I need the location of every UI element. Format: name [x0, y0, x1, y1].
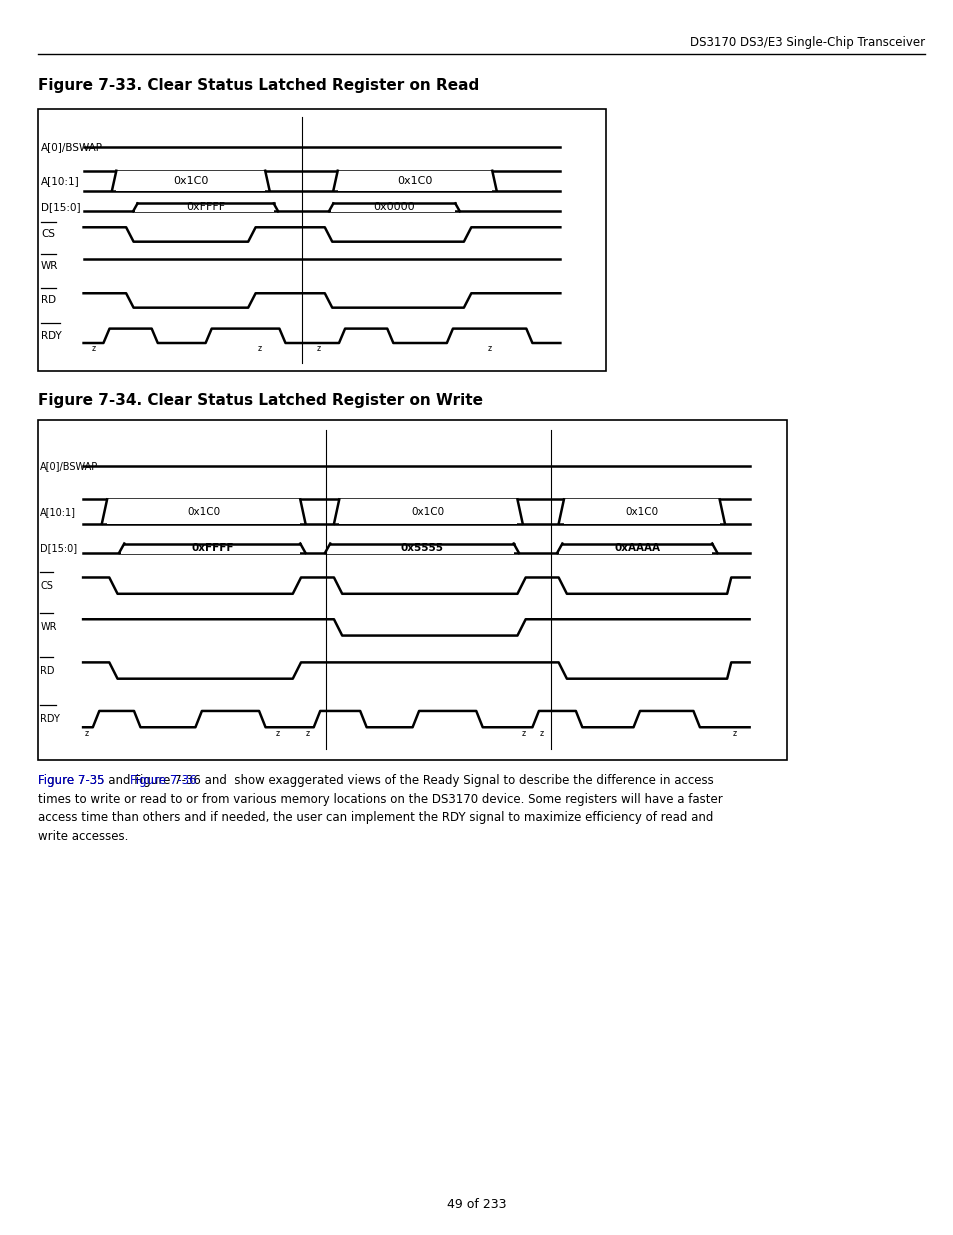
Text: z: z: [521, 730, 525, 739]
Bar: [107, 499, 300, 524]
Text: 0x1C0: 0x1C0: [396, 175, 433, 185]
Text: z: z: [85, 730, 89, 739]
Text: 0x1C0: 0x1C0: [172, 175, 209, 185]
Text: RD: RD: [41, 295, 56, 305]
Bar: [38, 420, 786, 760]
Bar: [337, 170, 492, 190]
Text: 0x1C0: 0x1C0: [187, 506, 220, 516]
Bar: [339, 499, 517, 524]
Text: RDY: RDY: [40, 714, 60, 724]
Text: RDY: RDY: [41, 331, 62, 341]
Text: 0xAAAA: 0xAAAA: [614, 543, 659, 553]
Text: A[0]/BSWAP: A[0]/BSWAP: [41, 142, 103, 152]
Text: WR: WR: [41, 262, 58, 272]
Text: z: z: [305, 730, 310, 739]
Text: Figure 7-33. Clear Status Latched Register on Read: Figure 7-33. Clear Status Latched Regist…: [38, 78, 479, 93]
Text: RD: RD: [40, 666, 55, 676]
Text: 0xFFFF: 0xFFFF: [186, 203, 225, 212]
Bar: [38, 109, 605, 370]
Text: z: z: [316, 345, 321, 353]
Text: Figure 7-34. Clear Status Latched Register on Write: Figure 7-34. Clear Status Latched Regist…: [38, 393, 482, 408]
Bar: [121, 543, 300, 555]
Bar: [331, 204, 455, 212]
Text: Figure 7-35 and Figure 7-36 and  show exaggerated views of the Ready Signal to d: Figure 7-35 and Figure 7-36 and show exa…: [38, 774, 722, 842]
Text: z: z: [257, 345, 261, 353]
Text: A[10:1]: A[10:1]: [40, 506, 76, 516]
Text: 49 of 233: 49 of 233: [447, 1198, 506, 1210]
Text: 0x1C0: 0x1C0: [624, 506, 658, 516]
Text: CS: CS: [40, 580, 53, 590]
Text: 0xFFFF: 0xFFFF: [191, 543, 233, 553]
Text: Figure 7-36: Figure 7-36: [130, 774, 196, 788]
Text: 0x0000: 0x0000: [374, 203, 415, 212]
Text: A[0]/BSWAP: A[0]/BSWAP: [40, 461, 98, 471]
Text: z: z: [487, 345, 491, 353]
Text: CS: CS: [41, 230, 55, 240]
Text: D[15:0]: D[15:0]: [40, 543, 77, 553]
Bar: [558, 543, 711, 555]
Text: z: z: [732, 730, 736, 739]
Bar: [135, 204, 274, 212]
Text: WR: WR: [40, 622, 57, 632]
Text: z: z: [91, 345, 95, 353]
Text: A[10:1]: A[10:1]: [41, 175, 80, 185]
Bar: [116, 170, 265, 190]
Text: Figure 7-35: Figure 7-35: [38, 774, 105, 788]
Text: 0x1C0: 0x1C0: [412, 506, 444, 516]
Bar: [563, 499, 719, 524]
Text: 0x5555: 0x5555: [400, 543, 443, 553]
Text: DS3170 DS3/E3 Single-Chip Transceiver: DS3170 DS3/E3 Single-Chip Transceiver: [690, 36, 924, 49]
Text: D[15:0]: D[15:0]: [41, 203, 81, 212]
Bar: [327, 543, 513, 555]
Text: z: z: [538, 730, 543, 739]
Text: z: z: [275, 730, 279, 739]
